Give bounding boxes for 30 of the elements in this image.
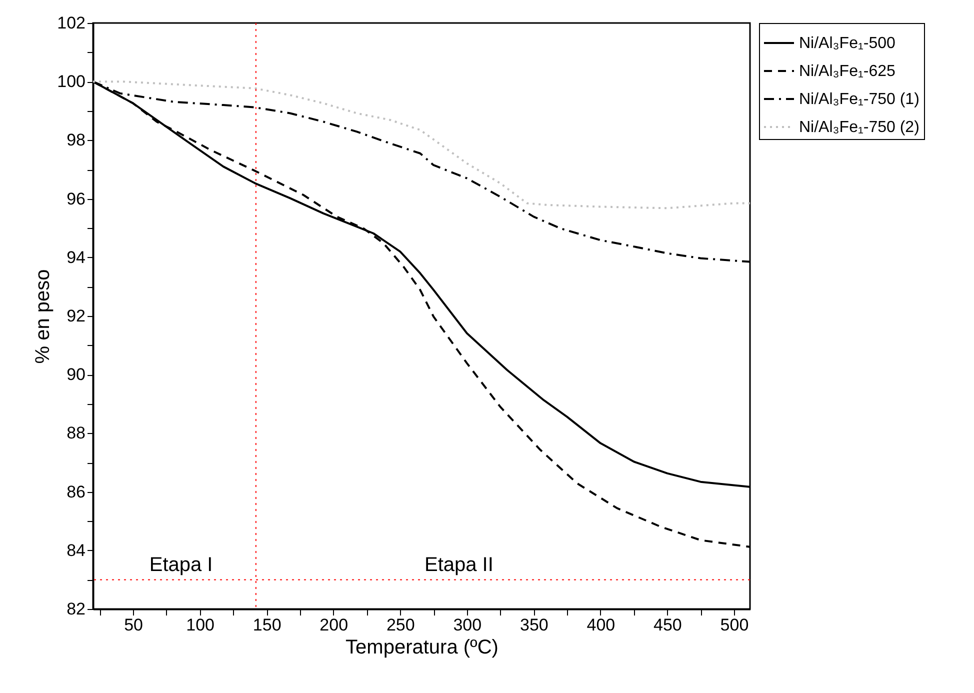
x-tick-label: 200 [320,616,348,634]
legend-label: Ni/Al₃Fe₁-750 (1) [799,91,920,108]
y-tick-label: 82 [66,600,86,618]
line-series [92,80,751,210]
x-tick-label: 400 [586,616,616,634]
y-tick-label: 100 [57,72,86,92]
y-tick-label: 102 [57,14,86,32]
x-tick-label: 50 [124,616,144,634]
legend-label: Ni/Al₃Fe₁-625 [799,63,896,80]
x-tick-label: 450 [654,616,682,634]
y-tick-label: 86 [66,482,86,502]
x-tick-label: 100 [186,616,215,634]
x-tick-label: 250 [386,616,415,634]
y-axis-title: % en peso [32,269,54,364]
x-tick-label: 350 [520,616,548,634]
x-axis-title: Temperatura (ºC) [346,636,498,658]
annotation: Etapa I [149,554,213,576]
annotation: Etapa II [424,554,494,576]
y-tick-label: 92 [66,306,86,326]
y-tick-label: 98 [66,130,86,150]
y-tick-label: 94 [66,248,86,267]
legend-label: Ni/Al₃Fe₁-500 [799,35,896,52]
y-tick-label: 96 [66,189,86,208]
y-tick-label: 88 [66,424,86,443]
x-tick-label: 150 [252,616,282,634]
y-tick-label: 90 [66,365,86,384]
y-tick-label: 84 [66,540,86,560]
legend-label: Ni/Al₃Fe₁-750 (2) [799,119,920,136]
x-tick-label: 300 [453,616,482,634]
x-tick-label: 500 [720,616,749,634]
